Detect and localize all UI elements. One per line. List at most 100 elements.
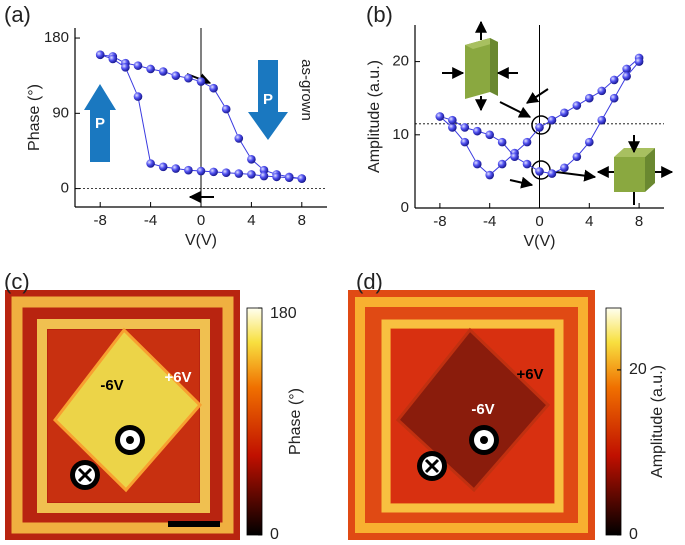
- data-point: [297, 174, 307, 183]
- data-point: [108, 54, 118, 64]
- colorbar: [605, 307, 622, 536]
- colorbar-tick-label: 0: [629, 526, 638, 543]
- x-tick-label: -8: [433, 213, 446, 230]
- data-point: [622, 64, 631, 74]
- data-point: [171, 164, 181, 173]
- data-point: [572, 101, 582, 110]
- data-point: [547, 169, 557, 178]
- data-point: [435, 112, 445, 121]
- data-point: [597, 115, 607, 125]
- annotation: -6V: [471, 401, 494, 418]
- data-point: [221, 168, 231, 178]
- data-point: [497, 137, 507, 147]
- x-axis-label: V(V): [185, 232, 217, 249]
- panel-a-art: [84, 60, 288, 203]
- data-point: [284, 173, 294, 183]
- data-point: [547, 115, 557, 125]
- y-axis-label: Phase (°): [26, 84, 43, 151]
- x-tick-label: -4: [483, 213, 496, 230]
- data-point: [184, 165, 193, 175]
- y-tick-label: 20: [392, 53, 409, 70]
- data-point: [472, 126, 482, 136]
- data-point: [272, 172, 281, 182]
- colorbar-label: Amplitude (a.u.): [649, 365, 666, 478]
- data-point: [522, 159, 532, 169]
- x-tick-label: 0: [197, 212, 205, 229]
- data-point: [448, 123, 457, 132]
- data-point: [535, 167, 544, 176]
- y-tick-label: 10: [392, 126, 409, 143]
- annotation: +6V: [516, 366, 543, 383]
- data-point: [146, 159, 155, 168]
- data-point: [485, 170, 495, 180]
- data-point: [259, 171, 269, 181]
- panel-label: (a): [4, 2, 31, 27]
- x-tick-label: 4: [247, 212, 255, 229]
- data-point: [158, 67, 168, 76]
- panel-label: (b): [366, 2, 393, 27]
- amplitude-map: [348, 290, 595, 540]
- colorbar: [246, 307, 263, 536]
- x-tick-label: 8: [635, 213, 643, 230]
- data-point: [196, 77, 206, 86]
- data-point: [460, 137, 470, 147]
- data-point: [609, 93, 619, 103]
- data-point: [448, 115, 457, 125]
- data-point: [247, 170, 256, 179]
- data-point: [146, 64, 155, 74]
- x-tick-label: 0: [535, 213, 543, 230]
- data-point: [472, 159, 482, 169]
- data-point: [510, 152, 519, 162]
- data-point: [535, 123, 544, 132]
- y-axis-label: Amplitude (a.u.): [366, 60, 383, 173]
- data-point: [158, 162, 168, 172]
- x-tick-label: 8: [298, 212, 306, 229]
- x-tick-label: 4: [585, 213, 593, 230]
- data-point: [196, 166, 206, 176]
- y-tick-label: 0: [61, 180, 69, 197]
- colorbar-tick-label: 0: [270, 526, 279, 543]
- panel-label: (c): [4, 269, 30, 294]
- data-point: [209, 167, 218, 177]
- annotation: as-grown: [298, 59, 315, 121]
- y-tick-label: 90: [52, 104, 69, 121]
- data-point: [221, 104, 231, 114]
- annotation: +6V: [164, 369, 191, 386]
- data-point: [95, 50, 105, 60]
- data-point: [522, 137, 532, 147]
- x-tick-label: -4: [144, 212, 157, 229]
- data-point: [497, 159, 507, 169]
- annotation: -6V: [100, 377, 123, 394]
- annotation: P: [263, 91, 273, 108]
- colorbar-tick-label: 20: [629, 361, 647, 378]
- data-point: [572, 152, 582, 162]
- x-axis-label: V(V): [524, 233, 556, 250]
- data-point: [609, 75, 619, 85]
- data-point: [171, 71, 181, 80]
- data-point: [585, 137, 594, 147]
- panel-b-art: [442, 20, 674, 205]
- data-point: [121, 63, 130, 72]
- data-point: [133, 61, 143, 70]
- data-point: [560, 108, 569, 118]
- colorbar-label: Phase (°): [287, 388, 304, 455]
- phase-map: [5, 290, 240, 540]
- data-point: [460, 123, 470, 132]
- data-point: [485, 130, 495, 140]
- data-point: [184, 73, 193, 83]
- colorbar-tick-label: 180: [270, 305, 297, 322]
- panel-label: (d): [356, 269, 383, 294]
- data-point: [234, 169, 244, 178]
- data-point: [585, 93, 594, 103]
- data-point: [634, 57, 644, 66]
- x-tick-label: -8: [94, 212, 107, 229]
- data-point: [622, 71, 631, 81]
- data-point: [234, 134, 244, 143]
- y-tick-label: 180: [44, 29, 69, 46]
- y-tick-label: 0: [401, 199, 409, 216]
- data-point: [247, 155, 256, 164]
- data-point: [133, 92, 143, 101]
- data-point: [560, 163, 569, 173]
- data-point: [597, 86, 607, 96]
